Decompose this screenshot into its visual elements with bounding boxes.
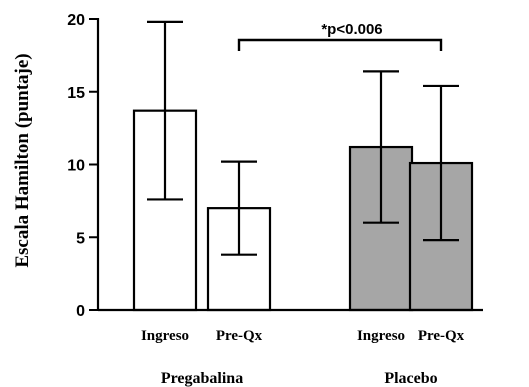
group-label: Placebo xyxy=(384,370,437,387)
category-label: Ingreso xyxy=(141,328,189,344)
y-tick-label: 15 xyxy=(67,85,85,102)
y-tick-label: 10 xyxy=(67,158,85,175)
significance-label: *p<0.006 xyxy=(321,21,382,38)
annotations: *p<0.006 xyxy=(237,21,443,51)
y-axis-label: Escala Hamilton (puntaje) xyxy=(12,53,33,267)
category-label: Pre-Qx xyxy=(418,328,465,344)
category-label: Ingreso xyxy=(357,328,405,344)
group-label: Pregabalina xyxy=(161,370,243,387)
y-tick-label: 0 xyxy=(76,303,85,320)
bars xyxy=(132,109,474,312)
significance-bracket xyxy=(237,38,443,51)
error-bars xyxy=(147,20,459,256)
y-tick-label: 20 xyxy=(67,12,85,29)
category-label: Pre-Qx xyxy=(216,328,263,344)
y-tick-label: 5 xyxy=(76,230,85,247)
y-axis: 0 5 10 15 20 xyxy=(67,12,98,320)
x-labels: Ingreso Pre-Qx Pregabalina Ingreso Pre-Qx Pla… xyxy=(141,328,465,387)
